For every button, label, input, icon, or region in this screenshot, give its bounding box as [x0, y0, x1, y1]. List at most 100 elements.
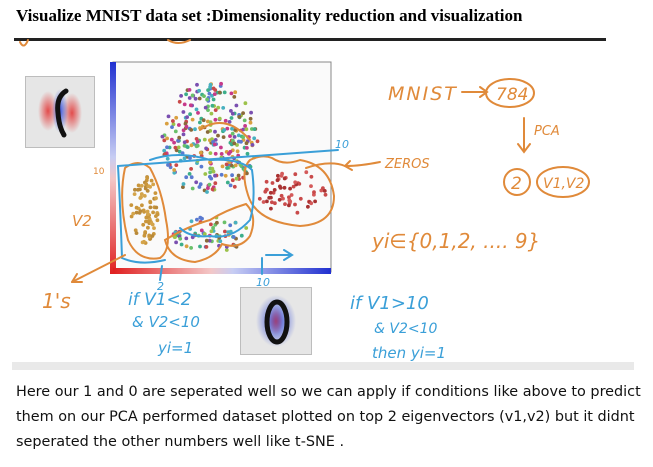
scatter-dot	[181, 132, 186, 137]
scatter-dot	[198, 150, 203, 155]
scatter-dot	[205, 97, 210, 102]
scatter-dot	[270, 200, 274, 205]
scatter-dot	[202, 94, 206, 98]
scatter-dot	[152, 226, 156, 231]
scatter-dot	[237, 115, 242, 119]
rule1-line2: & V2<10	[132, 313, 200, 331]
scatter-dot	[230, 111, 235, 116]
scatter-dot	[140, 203, 144, 208]
zeros-arrow	[343, 160, 381, 171]
scatter-dot	[185, 145, 190, 150]
caption-text: Here our 1 and 0 are seperated well so w…	[16, 384, 641, 450]
scatter-dot	[147, 233, 152, 238]
tick-10-top: 10	[335, 138, 349, 151]
scatter-dot	[199, 164, 204, 169]
scatter-dot	[233, 90, 238, 95]
circle-2	[503, 168, 531, 196]
scatter-dot	[208, 174, 212, 179]
scatter-dot	[298, 196, 303, 201]
scatter-dot	[243, 124, 248, 128]
scatter-dot	[179, 94, 184, 98]
scatter-dot	[209, 222, 213, 227]
upper-cluster-outline	[199, 121, 251, 141]
scatter-dot	[190, 186, 195, 191]
scatter-dot	[208, 160, 212, 165]
scatter-dot	[268, 190, 273, 195]
scatter-dot	[200, 216, 204, 221]
scatter-dot	[187, 172, 192, 176]
scatter-dot	[208, 120, 213, 124]
scatter-dot	[228, 134, 232, 139]
scatter-dot	[229, 116, 234, 120]
scatter-dot	[170, 125, 174, 129]
scatter-dot	[166, 163, 170, 167]
scatter-dot	[142, 233, 147, 238]
scatter-dot	[189, 143, 194, 148]
scatter-dot	[289, 193, 294, 197]
scatter-dot	[288, 186, 292, 191]
scatter-dot	[207, 238, 212, 243]
scatter-dot	[181, 182, 186, 186]
scatter-dot	[267, 195, 272, 200]
scatter-dot	[142, 210, 147, 214]
scatter-dot	[196, 111, 200, 115]
scatter-dot	[189, 127, 194, 132]
x-axis-colorbar	[113, 268, 331, 274]
scatter-dot	[283, 202, 287, 207]
scatter-dot	[243, 101, 248, 106]
scatter-dot	[210, 93, 214, 98]
scatter-dot	[257, 196, 262, 201]
scatter-dot	[225, 166, 230, 170]
yi-set-label: yi∈{0,1,2, .... 9}	[371, 229, 540, 253]
stroke-top-mid	[167, 39, 191, 44]
scatter-dot	[184, 92, 189, 97]
circle-784	[485, 78, 535, 108]
scatter-dot	[229, 91, 234, 96]
ones-arrow	[71, 254, 126, 283]
scatter-dot	[165, 156, 170, 161]
scatter-dot	[245, 151, 250, 156]
scatter-dot	[205, 190, 209, 194]
scatter-dot	[139, 195, 144, 199]
scatter-dot	[208, 82, 213, 87]
scatter-dot	[213, 117, 218, 122]
tick-10-bottom: 10	[256, 276, 270, 289]
scatter-dot	[222, 220, 227, 225]
scatter-dot	[190, 93, 195, 98]
whiteboard-bottom-edge	[12, 362, 634, 370]
scatter-dot	[225, 126, 230, 131]
scatter-dot	[174, 163, 179, 168]
scatter-dot	[223, 229, 227, 234]
scatter-dot	[209, 229, 214, 234]
scatter-dot	[184, 175, 189, 180]
scatter-dot	[219, 172, 224, 177]
scatter-dot	[148, 200, 153, 205]
scatter-dot	[148, 205, 153, 210]
scatter-dot	[139, 192, 144, 196]
scatter-dot	[287, 198, 292, 203]
scatter-dot	[141, 222, 146, 227]
scatter-dot	[129, 214, 134, 219]
scatter-dot	[211, 97, 216, 102]
rule1-line1: if V1<2	[128, 290, 192, 310]
scatter-dot	[270, 181, 275, 185]
scatter-dot	[182, 143, 187, 148]
scatter-dot	[206, 186, 210, 191]
scatter-dot	[245, 171, 249, 176]
scatter-dot	[213, 151, 218, 156]
scatter-dot	[223, 173, 228, 178]
arrow-right-head	[283, 249, 294, 261]
scatter-dot	[177, 123, 181, 127]
scatter-dot	[224, 162, 229, 167]
v1v2-label: V1,V2	[543, 176, 585, 192]
scatter-dot	[182, 156, 187, 161]
scatter-dot	[244, 141, 249, 146]
scatter-dot	[195, 139, 200, 144]
scatter-dot	[222, 90, 227, 95]
circle-v1v2	[536, 166, 590, 198]
scatter-dot	[193, 96, 198, 101]
scatter-dot	[232, 135, 237, 139]
scatter-dot	[227, 120, 232, 124]
scatter-dot	[134, 210, 139, 215]
scatter-dot	[184, 124, 189, 129]
